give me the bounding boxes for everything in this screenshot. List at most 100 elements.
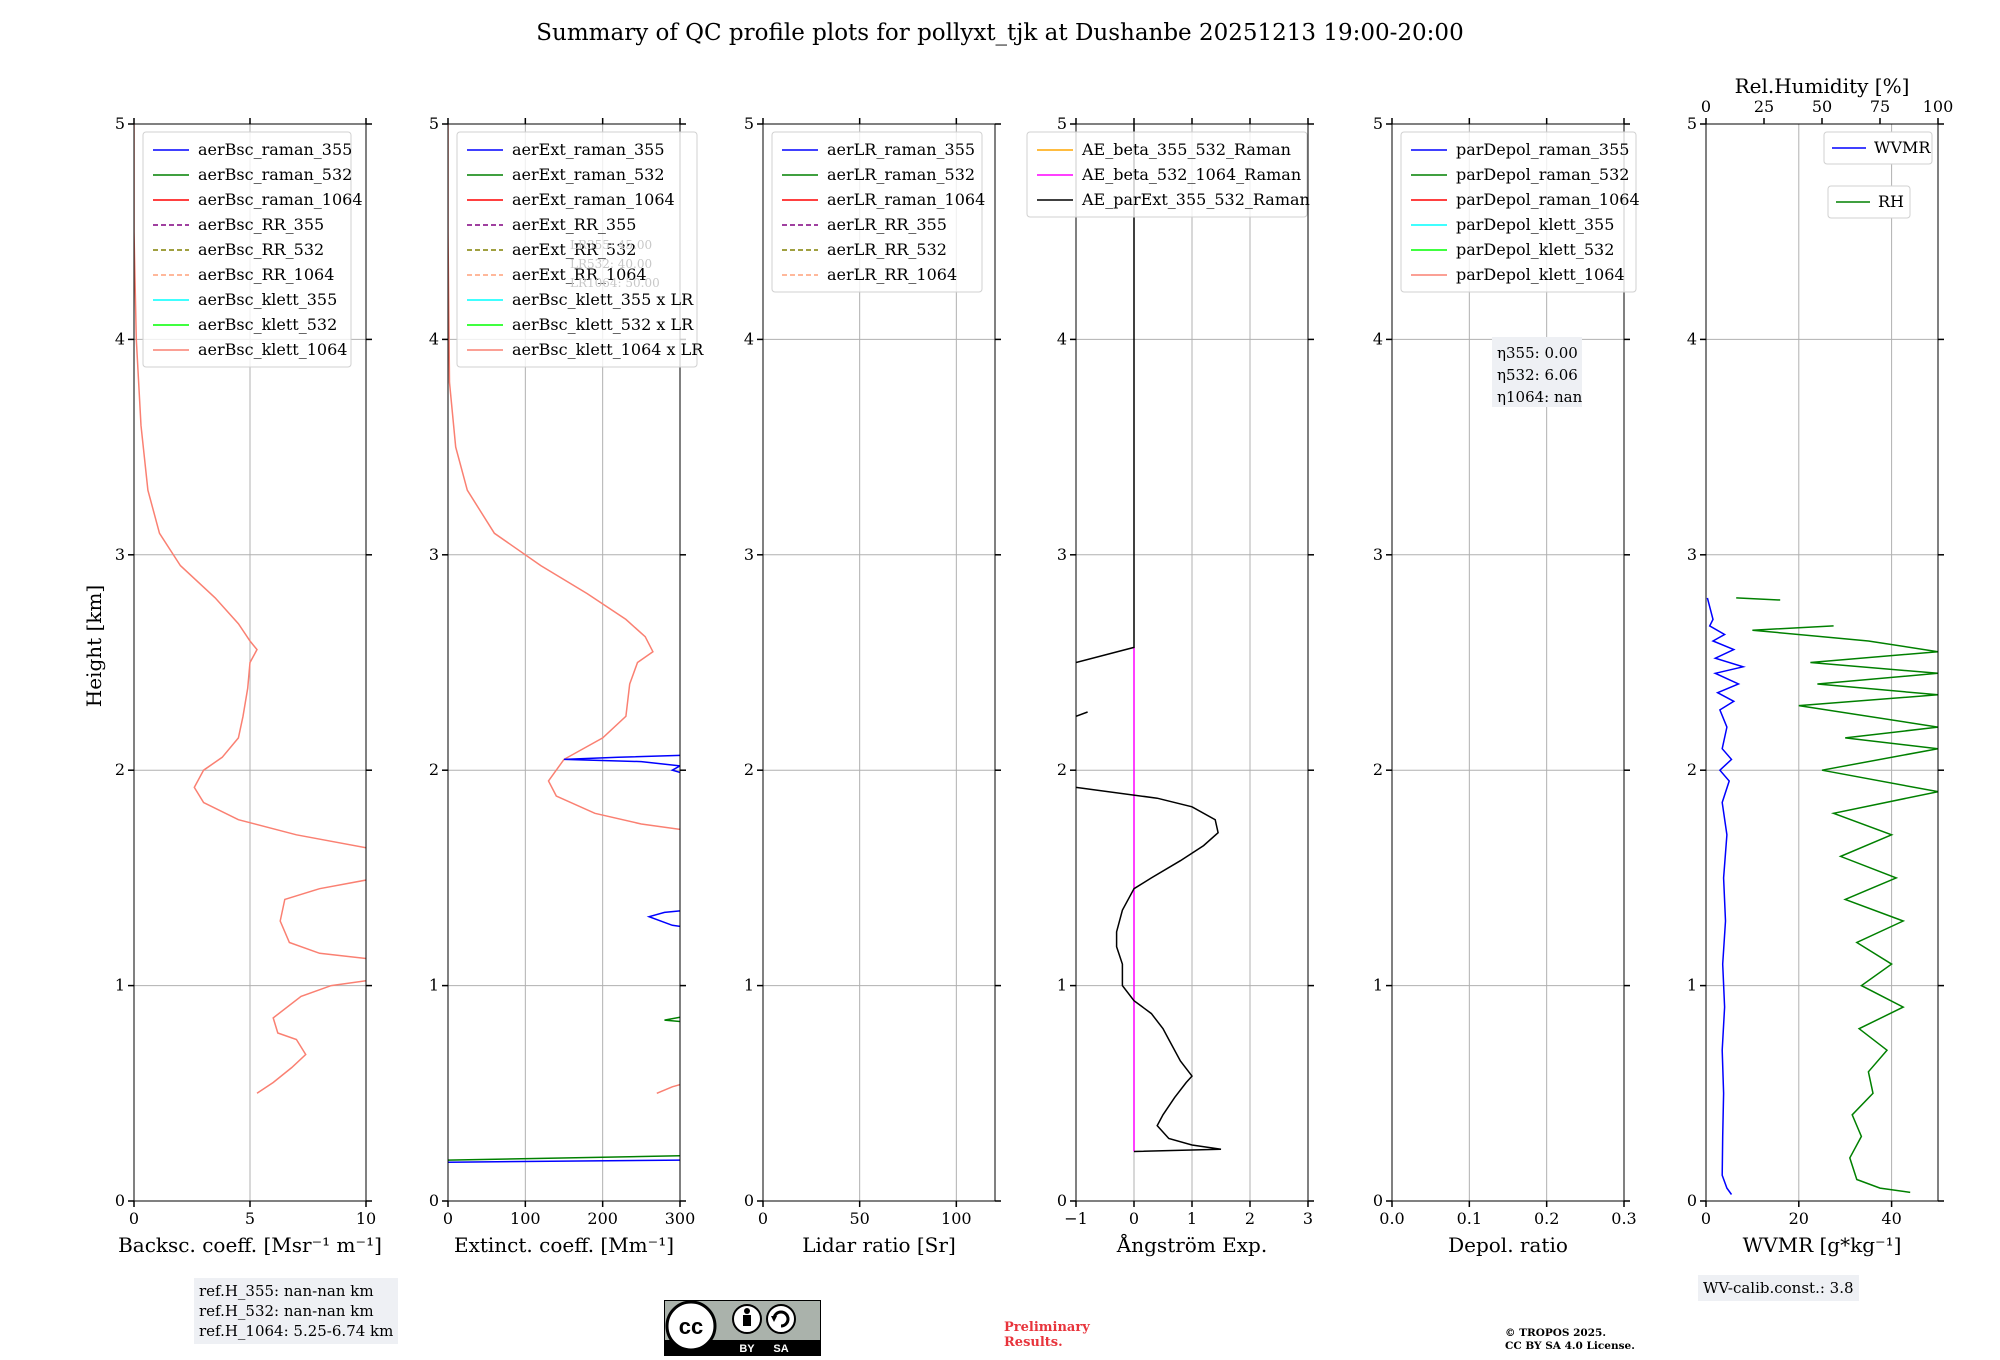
x-tick-label: −1 [1064,1209,1088,1228]
x-tick-label: 0.3 [1611,1209,1636,1228]
ref-h-355: ref.H_355: nan-nan km [199,1282,374,1300]
legend-label: aerExt_RR_1064 [512,265,647,284]
copyright-line-2: CC BY SA 4.0 License. [1505,1340,1635,1352]
legend-label: aerBsc_RR_1064 [198,265,334,284]
preliminary-results-note: Preliminary Results. [1004,1320,1090,1350]
lr-annotation: LR1064: 50.00 [570,276,660,290]
y-tick-label: 5 [744,114,754,133]
y-tick-label: 2 [1687,760,1697,779]
x-tick-label: 20 [1789,1209,1809,1228]
y-tick-label: 2 [115,760,125,779]
legend-label: aerLR_raman_532 [827,165,975,184]
series-aerbsc-klett-1064 [134,124,366,1094]
y-tick-label: 5 [115,114,125,133]
eta-value: η1064: nan [1497,388,1583,406]
x-tick-label: 300 [665,1209,696,1228]
series-aerext-raman-355 [448,1159,680,1163]
legend-label: AE_parExt_355_532_Raman [1081,190,1310,209]
legend-label: aerExt_raman_1064 [512,190,675,209]
series-group [1076,124,1222,1153]
y-tick-label: 1 [1373,976,1383,995]
y-tick-label: 3 [1057,545,1067,564]
top-x-tick-label: 100 [1923,97,1954,116]
wv-calib-box: WV-calib.const.: 3.8 [1698,1275,1859,1301]
y-tick-label: 1 [1687,976,1697,995]
y-tick-label: 4 [1057,329,1067,348]
legend-label: AE_beta_355_532_Raman [1081,140,1291,159]
wv-calib-text: WV-calib.const.: 3.8 [1703,1279,1854,1297]
series-ae-parext-355-532-raman-2- [1076,711,1088,718]
axes-frame [447,123,681,1202]
legend-label: aerLR_raman_355 [827,140,975,159]
x-tick-label: 3 [1303,1209,1313,1228]
legend-frame [771,131,983,293]
sa-icon [766,1304,796,1334]
y-axis-label: Height [km] [82,585,106,707]
top-x-tick-label: 50 [1812,97,1832,116]
top-x-tick-label: 25 [1754,97,1774,116]
legend-label: aerLR_RR_532 [827,240,947,259]
legend-frame [142,131,352,368]
legend-rh: RH [1827,185,1911,219]
x-tick-label: 0.1 [1457,1209,1482,1228]
x-axis-label: Depol. ratio [1448,1233,1568,1257]
legend-label: aerLR_raman_1064 [827,190,985,209]
legend-frame [1823,131,1933,165]
legend-label: aerBsc_klett_355 x LR [512,290,694,309]
panel-backscatter: 0 1 2 3 4 5 0 5 10 Backsc. coeff. [Msr⁻¹ m⁻¹] aerB… [115,114,382,1257]
x-tick-label: 0 [1701,1209,1711,1228]
series-aerext-raman-532-2- [664,1016,680,1023]
series-aerbsc-klett-1064-x-lr [448,124,680,1094]
x-tick-label: 10 [356,1209,376,1228]
legend-label: aerLR_RR_355 [827,215,947,234]
axes-frame [762,123,996,1202]
y-tick-label: 4 [744,329,754,348]
cc-logo-text: cc [679,1314,703,1339]
y-tick-label: 5 [1057,114,1067,133]
y-tick-label: 4 [1687,329,1697,348]
y-tick-label: 4 [115,329,125,348]
top-x-tick-label: 75 [1870,97,1890,116]
legend-wvmr: WVMR [1823,131,1933,165]
x-tick-label: 40 [1881,1209,1901,1228]
legend-label: parDepol_klett_355 [1456,215,1614,234]
legend-label: aerBsc_RR_355 [198,215,324,234]
legend-label: parDepol_raman_1064 [1456,190,1640,209]
y-tick-label: 2 [1373,760,1383,779]
series-rh [1752,625,1938,1194]
x-axis-label: Lidar ratio [Sr] [802,1233,956,1257]
y-tick-label: 3 [1687,545,1697,564]
x-tick-label: 0.2 [1534,1209,1559,1228]
x-tick-label: 100 [510,1209,541,1228]
ref-h-1064: ref.H_1064: 5.25-6.74 km [199,1322,394,1340]
y-tick-label: 0 [744,1191,754,1210]
legend-label: aerExt_RR_355 [512,215,636,234]
cc-license-badge[interactable]: cc BY SA [664,1300,821,1356]
y-tick-label: 5 [1687,114,1697,133]
legend-label: aerBsc_klett_355 [198,290,337,309]
series-group [448,124,680,1163]
y-tick-label: 0 [1687,1191,1697,1210]
legend-label: aerBsc_RR_532 [198,240,324,259]
legend-extinction: aerExt_raman_355 aerExt_raman_532 aerExt_r… [456,131,704,368]
panel-depol: 0 1 2 3 4 5 0.0 0.1 0.2 0.3 Depol. ratio parDepol_r… [1373,114,1640,1257]
x-axis-label: Ångström Exp. [1116,1232,1267,1257]
x-tick-label: 0 [1129,1209,1139,1228]
legend-label: parDepol_klett_532 [1456,240,1614,259]
cc-logo-icon [665,1300,717,1352]
y-tick-label: 1 [429,976,439,995]
y-tick-label: 0 [429,1191,439,1210]
lr-annotation: LR355: 45.00 [570,238,652,252]
top-axis-label: Rel.Humidity [%] [1735,74,1910,98]
x-tick-label: 0 [129,1209,139,1228]
y-tick-label: 5 [1373,114,1383,133]
legend-frame [1400,131,1637,293]
eta-value: η532: 6.06 [1497,366,1578,384]
y-tick-label: 2 [1057,760,1067,779]
x-axis-label: Extinct. coeff. [Mm⁻¹] [454,1233,674,1257]
series-ae-parext-355-532-raman-3- [1076,124,1135,664]
y-tick-label: 4 [1373,329,1383,348]
legend-backscatter: aerBsc_raman_355 aerBsc_raman_532 aerBsc_r… [142,131,363,368]
